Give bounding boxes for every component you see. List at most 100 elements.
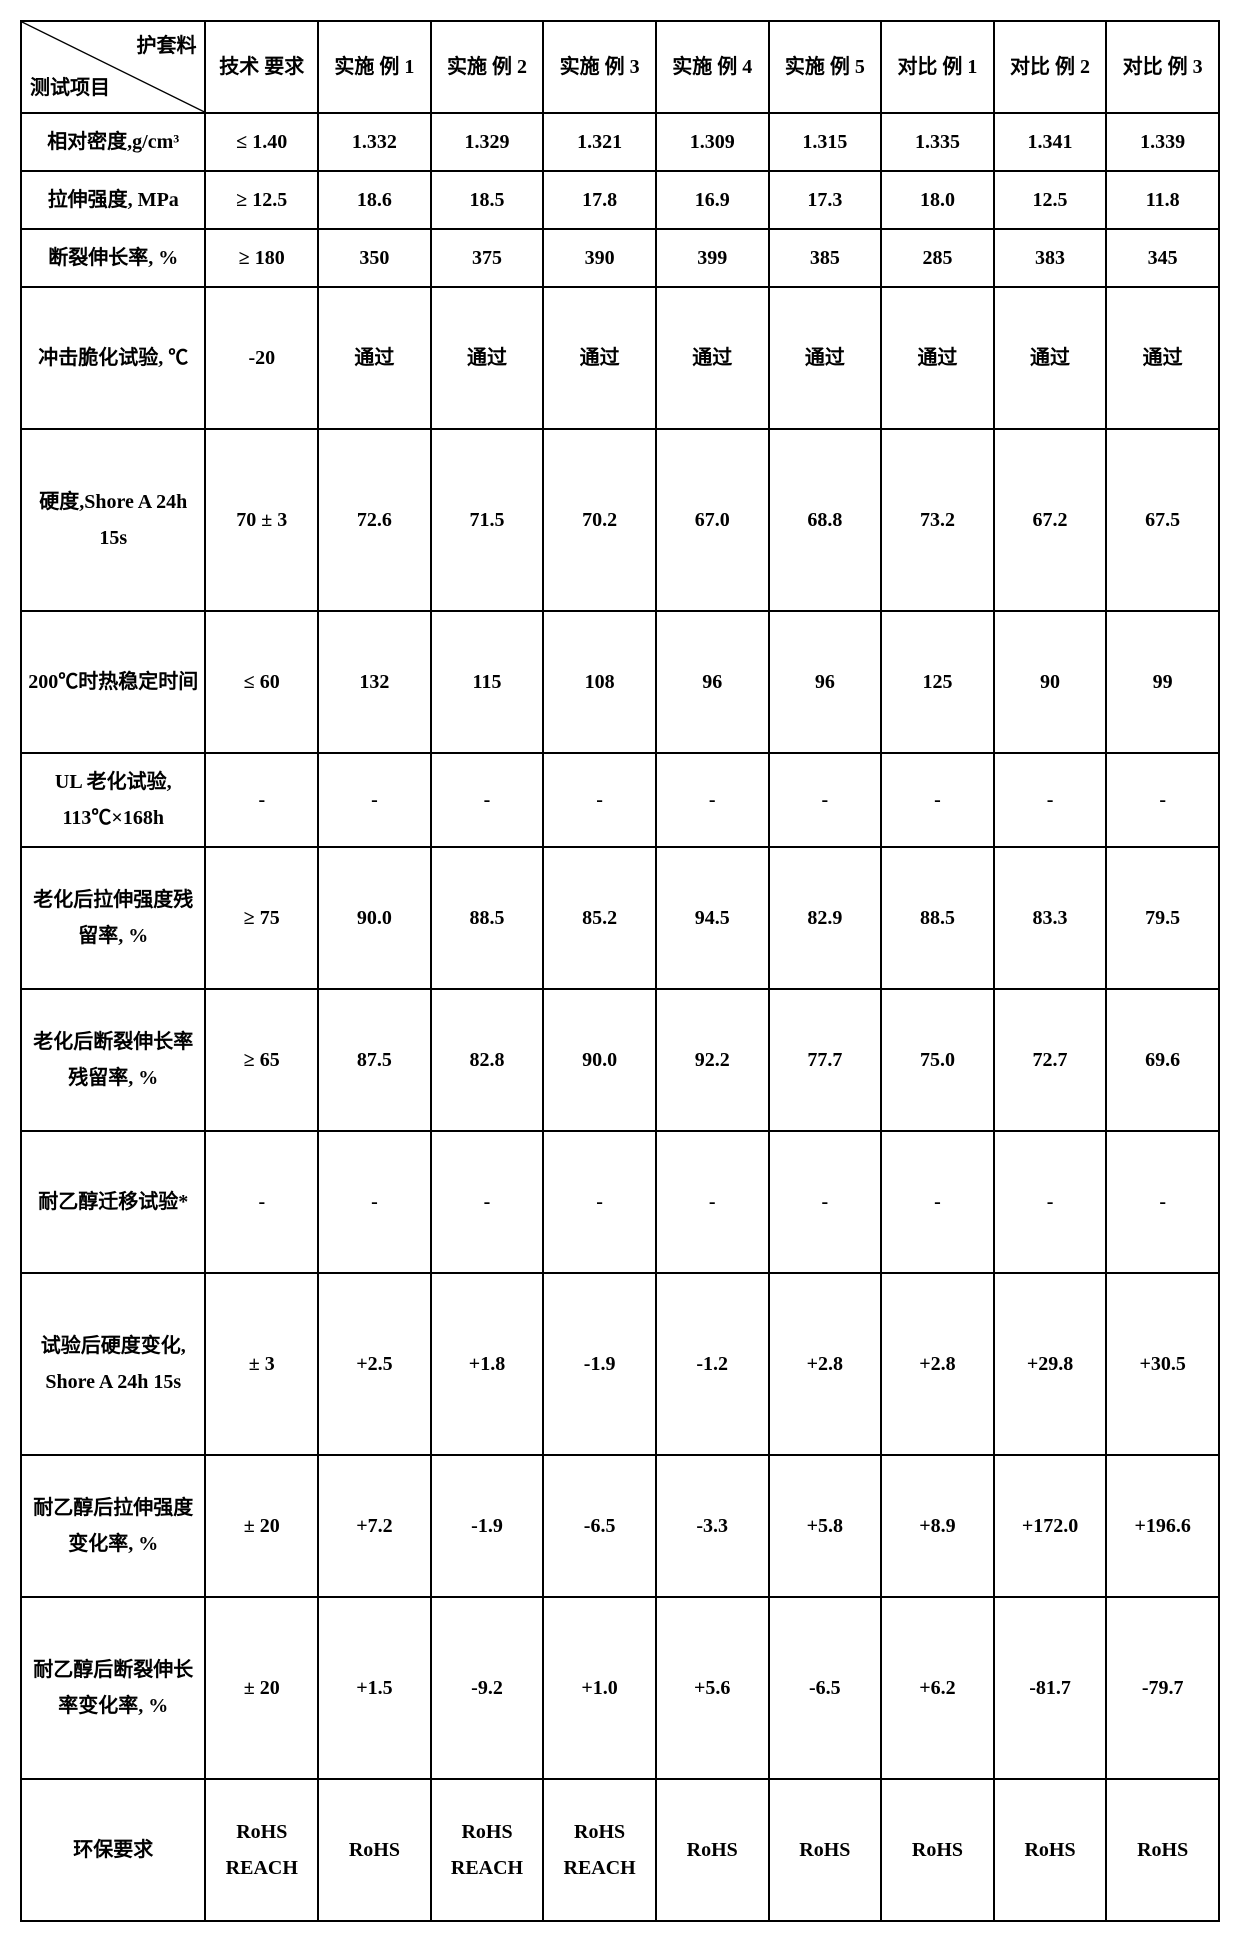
- row-label: 相对密度,g/cm³: [21, 113, 205, 171]
- cell: ± 20: [205, 1455, 318, 1597]
- cell: 99: [1106, 611, 1219, 753]
- cell: 85.2: [543, 847, 656, 989]
- cell: +2.5: [318, 1273, 431, 1455]
- cell: ≤ 1.40: [205, 113, 318, 171]
- cell: 132: [318, 611, 431, 753]
- cell: 92.2: [656, 989, 769, 1131]
- cell: -: [318, 753, 431, 847]
- row-label: 耐乙醇迁移试验*: [21, 1131, 205, 1273]
- cell: 79.5: [1106, 847, 1219, 989]
- cell: -: [994, 753, 1107, 847]
- data-table: 护套料 测试项目 技术 要求 实施 例 1 实施 例 2 实施 例 3 实施 例…: [20, 20, 1220, 1922]
- cell: 1.321: [543, 113, 656, 171]
- col-header: 对比 例 1: [881, 21, 994, 113]
- table-row: 环保要求RoHS REACHRoHSRoHS REACHRoHS REACHRo…: [21, 1779, 1219, 1921]
- cell: 72.7: [994, 989, 1107, 1131]
- cell: -: [656, 1131, 769, 1273]
- table-row: 200℃时热稳定时间≤ 6013211510896961259099: [21, 611, 1219, 753]
- cell: -: [543, 1131, 656, 1273]
- cell: 67.2: [994, 429, 1107, 611]
- col-header: 实施 例 3: [543, 21, 656, 113]
- cell: 18.5: [431, 171, 544, 229]
- cell: +196.6: [1106, 1455, 1219, 1597]
- cell: -20: [205, 287, 318, 429]
- cell: RoHS REACH: [543, 1779, 656, 1921]
- cell: 18.6: [318, 171, 431, 229]
- cell: RoHS: [881, 1779, 994, 1921]
- cell: 96: [769, 611, 882, 753]
- cell: +30.5: [1106, 1273, 1219, 1455]
- cell: RoHS: [1106, 1779, 1219, 1921]
- cell: -: [769, 753, 882, 847]
- row-label: 试验后硬度变化, Shore A 24h 15s: [21, 1273, 205, 1455]
- cell: +172.0: [994, 1455, 1107, 1597]
- cell: 16.9: [656, 171, 769, 229]
- cell: 1.339: [1106, 113, 1219, 171]
- cell: 1.335: [881, 113, 994, 171]
- diagonal-header-cell: 护套料 测试项目: [21, 21, 205, 113]
- cell: 1.329: [431, 113, 544, 171]
- col-header: 实施 例 2: [431, 21, 544, 113]
- col-header: 实施 例 1: [318, 21, 431, 113]
- cell: 17.3: [769, 171, 882, 229]
- cell: 12.5: [994, 171, 1107, 229]
- cell: 383: [994, 229, 1107, 287]
- cell: RoHS REACH: [205, 1779, 318, 1921]
- row-label: 硬度,Shore A 24h 15s: [21, 429, 205, 611]
- cell: -79.7: [1106, 1597, 1219, 1779]
- cell: +1.5: [318, 1597, 431, 1779]
- cell: 11.8: [1106, 171, 1219, 229]
- cell: 73.2: [881, 429, 994, 611]
- cell: +6.2: [881, 1597, 994, 1779]
- table-row: 老化后拉伸强度残留率, %≥ 7590.088.585.294.582.988.…: [21, 847, 1219, 989]
- cell: 72.6: [318, 429, 431, 611]
- diag-bottom-label: 测试项目: [30, 70, 110, 106]
- cell: +1.0: [543, 1597, 656, 1779]
- cell: 69.6: [1106, 989, 1219, 1131]
- cell: 67.0: [656, 429, 769, 611]
- cell: 82.8: [431, 989, 544, 1131]
- cell: -: [318, 1131, 431, 1273]
- cell: 285: [881, 229, 994, 287]
- cell: 1.341: [994, 113, 1107, 171]
- cell: 通过: [1106, 287, 1219, 429]
- cell: 90: [994, 611, 1107, 753]
- row-label: 耐乙醇后断裂伸长率变化率, %: [21, 1597, 205, 1779]
- diag-top-label: 护套料: [136, 28, 196, 64]
- cell: -: [1106, 1131, 1219, 1273]
- cell: 77.7: [769, 989, 882, 1131]
- cell: 87.5: [318, 989, 431, 1131]
- cell: 75.0: [881, 989, 994, 1131]
- cell: -: [543, 753, 656, 847]
- header-row: 护套料 测试项目 技术 要求 实施 例 1 实施 例 2 实施 例 3 实施 例…: [21, 21, 1219, 113]
- row-label: 耐乙醇后拉伸强度变化率, %: [21, 1455, 205, 1597]
- table-row: 硬度,Shore A 24h 15s70 ± 372.671.570.267.0…: [21, 429, 1219, 611]
- row-label: UL 老化试验, 113℃×168h: [21, 753, 205, 847]
- cell: RoHS: [656, 1779, 769, 1921]
- cell: 345: [1106, 229, 1219, 287]
- cell: -1.2: [656, 1273, 769, 1455]
- col-header: 对比 例 2: [994, 21, 1107, 113]
- table-row: 老化后断裂伸长率残留率, %≥ 6587.582.890.092.277.775…: [21, 989, 1219, 1131]
- cell: 375: [431, 229, 544, 287]
- cell: 通过: [431, 287, 544, 429]
- col-header: 对比 例 3: [1106, 21, 1219, 113]
- cell: -1.9: [543, 1273, 656, 1455]
- cell: -: [431, 1131, 544, 1273]
- cell: -: [431, 753, 544, 847]
- table-row: UL 老化试验, 113℃×168h---------: [21, 753, 1219, 847]
- cell: +5.8: [769, 1455, 882, 1597]
- col-header: 技术 要求: [205, 21, 318, 113]
- cell: -9.2: [431, 1597, 544, 1779]
- cell: -: [656, 753, 769, 847]
- cell: -3.3: [656, 1455, 769, 1597]
- table-header: 护套料 测试项目 技术 要求 实施 例 1 实施 例 2 实施 例 3 实施 例…: [21, 21, 1219, 113]
- col-header: 实施 例 5: [769, 21, 882, 113]
- cell: ≥ 65: [205, 989, 318, 1131]
- cell: ± 3: [205, 1273, 318, 1455]
- row-label: 200℃时热稳定时间: [21, 611, 205, 753]
- table-row: 拉伸强度, MPa≥ 12.518.618.517.816.917.318.01…: [21, 171, 1219, 229]
- cell: RoHS: [318, 1779, 431, 1921]
- cell: 88.5: [881, 847, 994, 989]
- table-row: 耐乙醇后断裂伸长率变化率, %± 20+1.5-9.2+1.0+5.6-6.5+…: [21, 1597, 1219, 1779]
